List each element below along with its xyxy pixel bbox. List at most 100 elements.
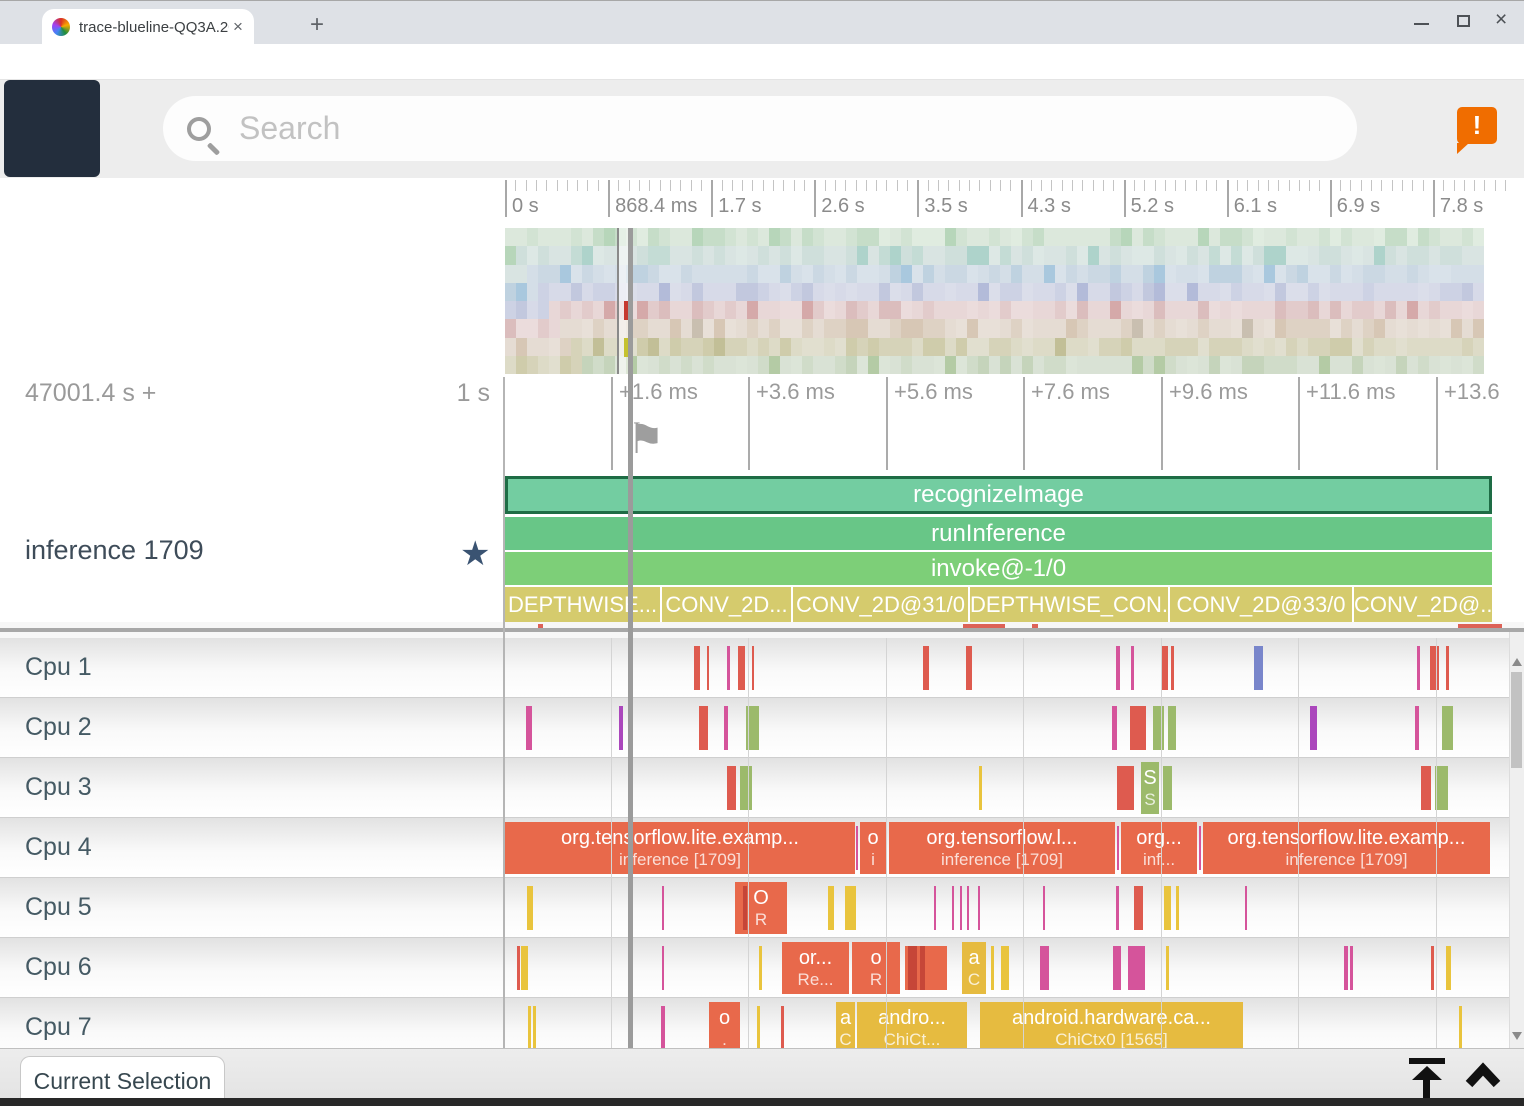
trace-slice[interactable]	[1254, 646, 1263, 690]
search-input[interactable]	[239, 110, 1333, 147]
flag-marker-icon[interactable]: ⚑	[627, 414, 665, 463]
trace-slice[interactable]	[527, 886, 533, 930]
trace-slice[interactable]	[1446, 646, 1449, 690]
op-slice[interactable]: DEPTHWISE...	[505, 587, 660, 622]
trace-slice[interactable]	[978, 886, 980, 930]
dock-to-top-icon[interactable]	[1409, 1058, 1445, 1064]
trace-slice[interactable]	[1166, 946, 1169, 990]
trace-slice[interactable]	[1040, 946, 1049, 990]
trace-slice[interactable]	[1446, 946, 1451, 990]
trace-slice[interactable]	[759, 946, 762, 990]
trace-slice[interactable]	[828, 886, 834, 930]
trace-slice[interactable]	[991, 946, 994, 990]
trace-slice[interactable]	[752, 646, 754, 690]
trace-slice[interactable]	[1131, 646, 1134, 690]
trace-slice[interactable]	[1415, 706, 1419, 750]
trace-slice[interactable]	[979, 766, 982, 810]
trace-slice[interactable]	[740, 766, 752, 810]
trace-slice[interactable]	[1431, 946, 1434, 990]
op-slice[interactable]: CONV_2D@...	[1354, 587, 1492, 622]
trace-slice[interactable]	[1421, 766, 1431, 810]
trace-slice[interactable]	[661, 1006, 665, 1048]
trace-slice[interactable]	[1163, 766, 1172, 810]
slice-runinference[interactable]: runInference	[505, 517, 1492, 550]
trace-slice[interactable]	[743, 886, 747, 930]
trace-slice[interactable]	[920, 946, 925, 990]
trace-slice[interactable]	[923, 646, 929, 690]
trace-slice[interactable]	[727, 766, 736, 810]
trace-slice[interactable]	[845, 886, 856, 930]
trace-slice[interactable]	[1164, 886, 1171, 930]
trace-slice[interactable]	[952, 886, 954, 930]
trace-slice[interactable]	[1199, 826, 1201, 870]
trace-slice[interactable]	[1116, 646, 1120, 690]
trace-slice[interactable]	[694, 646, 700, 690]
trace-slice[interactable]	[1161, 646, 1168, 690]
trace-slice[interactable]	[699, 706, 708, 750]
tab-close-icon[interactable]: ×	[233, 17, 243, 36]
scroll-down-arrow-icon[interactable]	[1512, 1032, 1522, 1040]
cpu-track-row[interactable]: Cpu 6 or... Re... o R a C	[0, 938, 1509, 998]
trace-slice[interactable]	[1171, 646, 1174, 690]
op-slice[interactable]: CONV_2D...	[662, 587, 791, 622]
trace-slice[interactable]	[1350, 946, 1353, 990]
expand-panel-chevron-icon[interactable]	[1464, 1060, 1502, 1090]
trace-slice[interactable]	[856, 826, 858, 870]
trace-slice[interactable]	[526, 706, 532, 750]
trace-slice[interactable]	[1112, 706, 1117, 750]
op-slice[interactable]: DEPTHWISE_CON...	[970, 587, 1168, 622]
trace-slice[interactable]	[908, 946, 917, 990]
trace-slice[interactable]: org.tensorflow.lite.examp... inference [1…	[1203, 822, 1490, 874]
tab-current-selection[interactable]: Current Selection	[20, 1056, 225, 1106]
new-tab-button[interactable]: +	[310, 11, 325, 38]
trace-slice[interactable]	[1134, 886, 1143, 930]
slice-invoke[interactable]: invoke@-1/0	[505, 552, 1492, 585]
op-slice[interactable]: CONV_2D@33/0	[1170, 587, 1352, 622]
trace-slice[interactable]	[1153, 706, 1164, 750]
trace-slice[interactable]	[1245, 886, 1247, 930]
window-minimize-button[interactable]	[1414, 23, 1429, 25]
scroll-up-arrow-icon[interactable]	[1512, 658, 1522, 666]
trace-slice[interactable]	[619, 706, 623, 750]
trace-slice[interactable]	[533, 1006, 536, 1048]
trace-slice[interactable]	[1442, 706, 1453, 750]
trace-slice[interactable]	[521, 946, 528, 990]
trace-slice[interactable]	[528, 1006, 531, 1048]
browser-tab[interactable]: trace-blueline-QQ3A.200805 ×	[42, 9, 254, 45]
trace-slice[interactable]	[1128, 946, 1145, 990]
trace-slice[interactable]: org.tensorflow.lite.examp... inference [1…	[505, 822, 855, 874]
cpu-track-row[interactable]: Cpu 1	[0, 638, 1509, 698]
trace-slice[interactable]	[727, 646, 730, 690]
trace-slice[interactable]: o.	[709, 1002, 740, 1048]
search-bar[interactable]	[163, 96, 1357, 161]
sidebar-menu-button[interactable]	[4, 80, 100, 211]
trace-slice[interactable]	[1001, 946, 1009, 990]
trace-slice[interactable]	[1043, 886, 1045, 930]
trace-slice[interactable]	[738, 646, 745, 690]
cpu-track-row[interactable]: Cpu 4 org.tensorflow.lite.examp... inferen…	[0, 818, 1509, 878]
trace-slice[interactable]: or... Re...	[782, 942, 849, 994]
trace-slice[interactable]	[746, 706, 759, 750]
window-close-button[interactable]: ×	[1495, 8, 1508, 31]
slice-recognizeimage[interactable]: recognizeImage	[505, 476, 1492, 514]
trace-slice[interactable]	[1435, 766, 1448, 810]
trace-slice[interactable]	[1168, 706, 1176, 750]
trace-slice[interactable]	[1417, 646, 1420, 690]
trace-slice[interactable]	[1117, 826, 1119, 870]
trace-slice[interactable]	[1430, 646, 1439, 690]
trace-slice[interactable]	[934, 886, 936, 930]
trace-slice[interactable]	[1113, 946, 1121, 990]
trace-slice[interactable]	[662, 946, 664, 990]
window-maximize-button[interactable]	[1457, 15, 1470, 27]
trace-slice[interactable]	[1310, 706, 1317, 750]
error-alert-icon[interactable]: !	[1457, 107, 1497, 154]
trace-slice[interactable]	[1117, 766, 1134, 810]
trace-slice[interactable]: android.hardware.ca... ChiCtx0 [1565]	[980, 1002, 1243, 1048]
trace-slice[interactable]	[757, 1006, 760, 1048]
trace-slice[interactable]	[781, 1006, 784, 1048]
